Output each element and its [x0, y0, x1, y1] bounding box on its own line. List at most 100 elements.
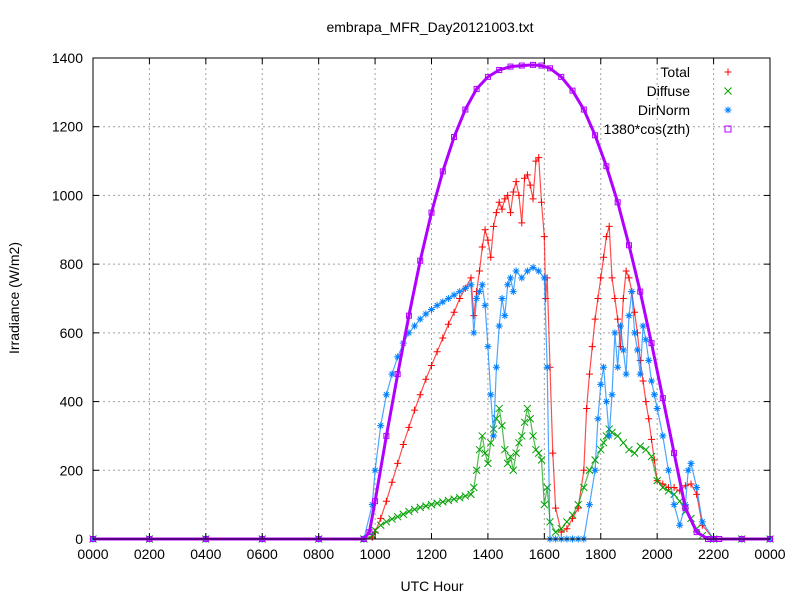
data-point: [433, 499, 441, 508]
data-point: [405, 329, 413, 337]
data-point: [625, 274, 633, 282]
data-point: [628, 288, 636, 296]
data-point: [399, 441, 407, 449]
data-point: [444, 295, 452, 302]
data-point: [535, 267, 543, 275]
data-point: [450, 495, 458, 503]
data-point: [537, 456, 546, 464]
data-point: [526, 181, 534, 189]
data-point: [693, 483, 701, 491]
data-point: [405, 423, 413, 431]
data-point: [512, 449, 520, 457]
data-point: [394, 353, 402, 361]
data-point: [542, 295, 550, 302]
data-point: [619, 295, 627, 302]
data-point: [622, 267, 630, 275]
data-point: [487, 253, 495, 261]
data-point: [439, 168, 446, 175]
data-point: [371, 466, 379, 474]
y-tick-label: 600: [60, 325, 84, 341]
data-point: [490, 222, 498, 230]
data-point: [462, 106, 469, 113]
data-point: [645, 415, 653, 423]
data-point: [405, 507, 413, 516]
data-point: [495, 404, 504, 413]
data-point: [611, 295, 619, 302]
data-point: [653, 476, 662, 485]
data-point: [642, 398, 650, 406]
data-point: [512, 178, 520, 186]
data-point: [608, 391, 616, 399]
data-point: [470, 329, 478, 337]
x-tick-label: 0600: [247, 546, 278, 562]
data-point: [405, 312, 412, 319]
data-point: [427, 500, 436, 509]
data-point: [534, 449, 543, 457]
data-point: [481, 226, 489, 234]
x-tick-label: 1600: [529, 546, 560, 562]
data-point: [591, 466, 599, 474]
data-point: [394, 459, 402, 467]
data-point: [568, 511, 577, 519]
data-point: [546, 65, 553, 72]
x-tick-label: 1800: [585, 546, 616, 562]
data-point: [625, 312, 633, 320]
grid: [93, 58, 770, 539]
data-point: [526, 414, 535, 423]
data-point: [616, 322, 624, 330]
data-point: [614, 363, 622, 371]
data-point: [631, 329, 639, 337]
data-point: [645, 356, 653, 364]
data-point: [473, 85, 480, 92]
legend-marker: [724, 125, 732, 133]
data-point: [540, 274, 548, 282]
data-point: [475, 267, 483, 275]
data-point: [588, 343, 596, 351]
y-axis-label: Irradiance (W/m2): [6, 242, 22, 354]
data-point: [608, 274, 616, 282]
data-point: [614, 315, 622, 323]
x-tick-label: 0800: [303, 546, 334, 562]
data-point: [636, 442, 645, 451]
data-point: [472, 466, 481, 475]
data-point: [478, 281, 486, 289]
y-tick-label: 400: [60, 394, 84, 410]
x-tick-label: 1200: [416, 546, 447, 562]
data-point: [580, 466, 588, 474]
data-point: [543, 363, 551, 371]
data-point: [469, 483, 478, 492]
data-point: [383, 432, 390, 439]
y-tick-label: 1000: [52, 187, 83, 203]
data-point: [410, 505, 419, 514]
data-point: [377, 422, 385, 430]
data-point: [467, 490, 475, 499]
data-point: [596, 445, 605, 454]
data-point: [636, 370, 644, 378]
data-point: [585, 466, 594, 475]
data-point: [650, 391, 658, 399]
data-point: [455, 493, 464, 502]
data-point: [478, 432, 487, 440]
data-point: [506, 274, 514, 282]
data-point: [639, 377, 647, 385]
data-point: [451, 134, 458, 141]
data-point: [625, 445, 633, 454]
data-point: [498, 421, 506, 430]
chart-title: embrapa_MFR_Day20121003.txt: [326, 19, 533, 35]
data-point: [594, 295, 602, 302]
data-point: [399, 510, 408, 519]
data-point: [681, 482, 689, 490]
data-point: [659, 432, 667, 440]
data-point: [481, 301, 489, 309]
data-point: [422, 375, 430, 383]
data-point: [523, 171, 531, 179]
data-point: [523, 404, 532, 413]
data-point: [670, 501, 678, 509]
data-point: [507, 63, 514, 70]
data-point: [602, 233, 610, 241]
data-point: [444, 496, 453, 505]
data-point: [506, 209, 514, 217]
data-point: [557, 524, 566, 533]
legend-label: 1380*cos(zth): [604, 121, 690, 137]
